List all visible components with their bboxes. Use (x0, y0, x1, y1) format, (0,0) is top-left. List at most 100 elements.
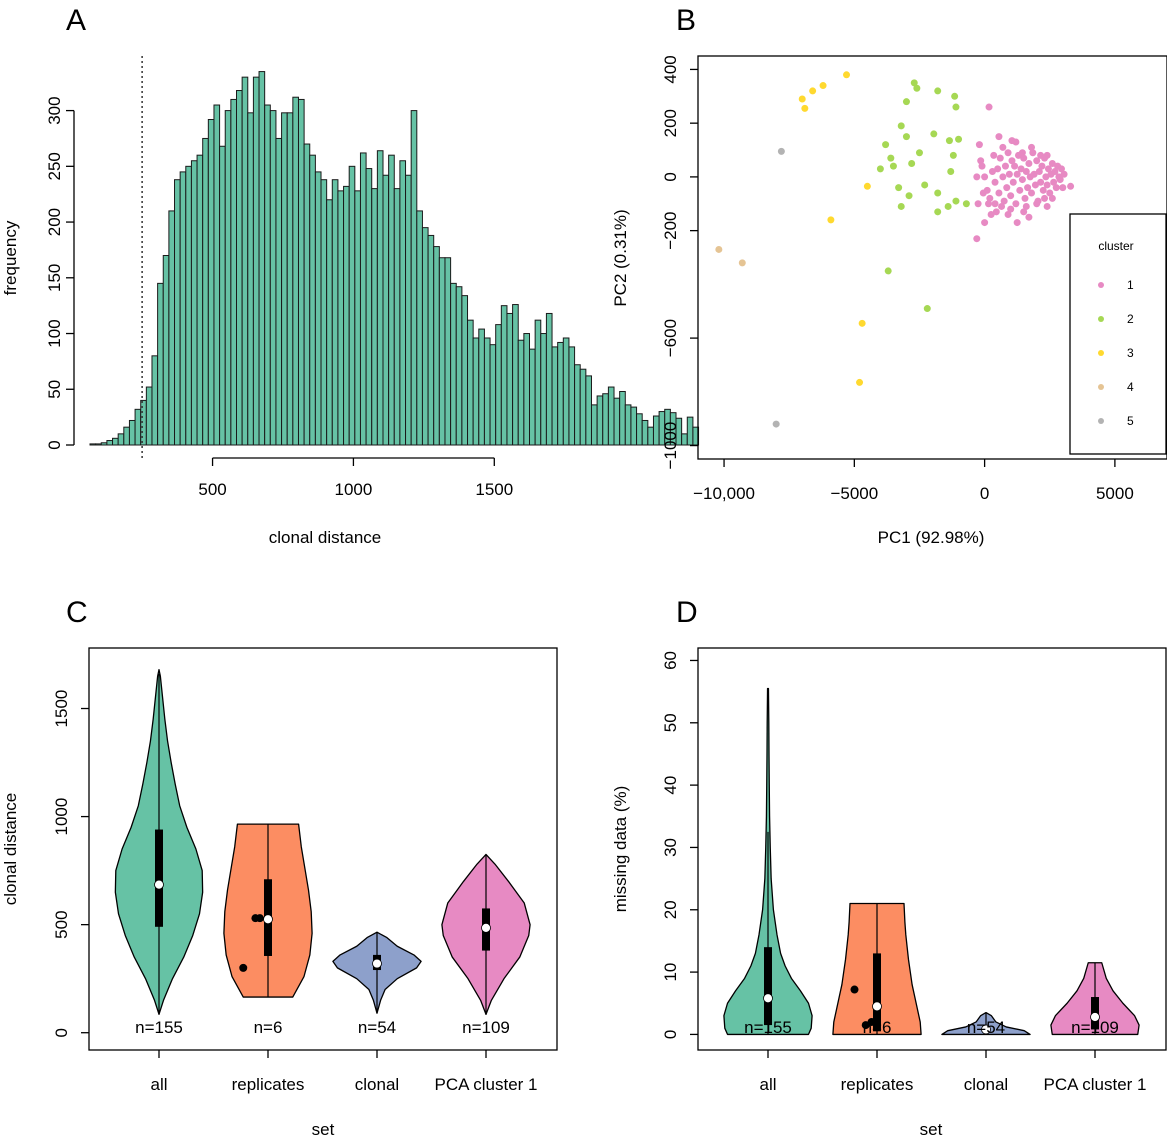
histogram-bar (219, 145, 226, 446)
x-tick-label: 1500 (475, 480, 513, 499)
histogram-bar (630, 406, 638, 446)
point-cluster-3 (858, 319, 866, 327)
point-cluster-1 (1046, 189, 1054, 197)
point-cluster-1 (974, 200, 982, 208)
point-cluster-2 (962, 200, 970, 208)
histogram-bar (619, 390, 626, 446)
y-tick-label: 100 (45, 319, 64, 347)
y-tick-label: 1500 (52, 690, 71, 728)
histogram-bar (89, 443, 97, 446)
histogram-bar (551, 346, 559, 446)
point-cluster-3 (798, 95, 806, 103)
legend-marker-cluster-4 (1098, 384, 1104, 390)
histogram-bar (292, 96, 299, 446)
x-tick-label: 1000 (335, 480, 373, 499)
x-axis: 500 1000 1500 (198, 457, 513, 499)
histogram-bar (405, 174, 412, 446)
point-cluster-3 (809, 87, 817, 95)
histogram-bar (134, 408, 142, 446)
y-axis: −1000 −600 −200 0 200 400 (661, 55, 698, 469)
point-cluster-2 (945, 137, 953, 145)
point-cluster-2 (923, 305, 931, 313)
histogram-bar (286, 112, 294, 446)
point-cluster-1 (981, 219, 989, 227)
plot-frame (88, 647, 558, 1051)
histogram-bar (168, 210, 176, 446)
point-cluster-1 (1059, 184, 1067, 192)
point-cluster-1 (1007, 205, 1015, 213)
point-cluster-1 (995, 189, 1003, 197)
point-cluster-2 (884, 267, 892, 275)
plot-frame (697, 55, 1167, 460)
point-cluster-1 (1031, 181, 1039, 189)
legend-marker-cluster-5 (1098, 418, 1104, 424)
point-cluster-1 (1051, 168, 1059, 176)
iqr-box (764, 947, 772, 1026)
y-axis: 0 50 100 150 200 250 300 (45, 96, 75, 450)
y-axis: 0 10 20 30 40 50 60 (661, 651, 698, 1039)
point-cluster-1 (1067, 182, 1075, 190)
point-cluster-2 (952, 103, 960, 111)
point-cluster-1 (1016, 186, 1024, 194)
iqr-box (873, 953, 881, 1032)
panel-c-letter: C (66, 596, 88, 629)
point-cluster-4 (715, 245, 723, 253)
median-point (481, 922, 491, 933)
histogram-bar (106, 440, 114, 446)
y-tick-label: 1000 (52, 798, 71, 836)
point-cluster-1 (985, 200, 993, 208)
histogram-bar (686, 416, 694, 446)
histogram-bar (427, 234, 435, 446)
y-tick-label: 150 (45, 264, 64, 292)
x-tick-label: −10,000 (693, 484, 755, 503)
point-cluster-1 (999, 143, 1007, 151)
x-tick-label: clonal (355, 1075, 399, 1094)
histogram-bar (348, 165, 356, 446)
legend: cluster 1 2 3 4 5 (1069, 213, 1167, 455)
y-tick-label: −1000 (661, 422, 680, 470)
histogram-bar (382, 174, 390, 446)
point-cluster-1 (1033, 200, 1041, 208)
point-cluster-2 (952, 197, 960, 205)
histogram-bar (269, 110, 277, 446)
point-cluster-1 (1060, 170, 1068, 178)
x-tick-label: PCA cluster 1 (435, 1075, 538, 1094)
point-cluster-2 (908, 159, 916, 167)
point-cluster-1 (981, 173, 989, 181)
histogram-bar (438, 257, 446, 446)
point-cluster-1 (1039, 186, 1047, 194)
y-tick-label: 200 (661, 109, 680, 137)
histogram-bar (95, 443, 102, 446)
point-cluster-1 (1043, 202, 1051, 210)
point-cluster-1 (1009, 178, 1017, 186)
point-cluster-1 (973, 235, 981, 243)
point-cluster-1 (975, 141, 983, 149)
histogram-bar (388, 154, 395, 446)
y-tick-label: 50 (661, 713, 680, 732)
point-cluster-1 (1056, 176, 1064, 184)
histogram-bar (230, 98, 238, 446)
histogram-bar (500, 305, 508, 446)
point-cluster-2 (905, 192, 913, 200)
histogram-bar (562, 337, 570, 446)
point-cluster-1 (1018, 176, 1026, 184)
legend-marker-cluster-1 (1098, 282, 1104, 288)
histogram-bar (190, 160, 198, 446)
count-label: n=155 (135, 1018, 183, 1037)
point-cluster-1 (1013, 219, 1021, 227)
point-cluster-1 (1025, 159, 1033, 167)
histogram-bar (337, 190, 345, 446)
point-cluster-1 (1005, 170, 1013, 178)
y-tick-label: 0 (661, 172, 680, 181)
histogram-bar (602, 393, 609, 446)
y-tick-label: 500 (52, 910, 71, 938)
point-cluster-1 (1048, 159, 1056, 167)
outlier-point (861, 1021, 870, 1030)
point-cluster-1 (1052, 184, 1060, 192)
median-point (154, 879, 164, 890)
y-axis-title: missing data (%) (611, 786, 630, 913)
count-label: n=109 (1071, 1018, 1119, 1037)
point-cluster-1 (1017, 165, 1025, 173)
point-cluster-1 (995, 133, 1003, 141)
count-label: n=6 (254, 1018, 283, 1037)
